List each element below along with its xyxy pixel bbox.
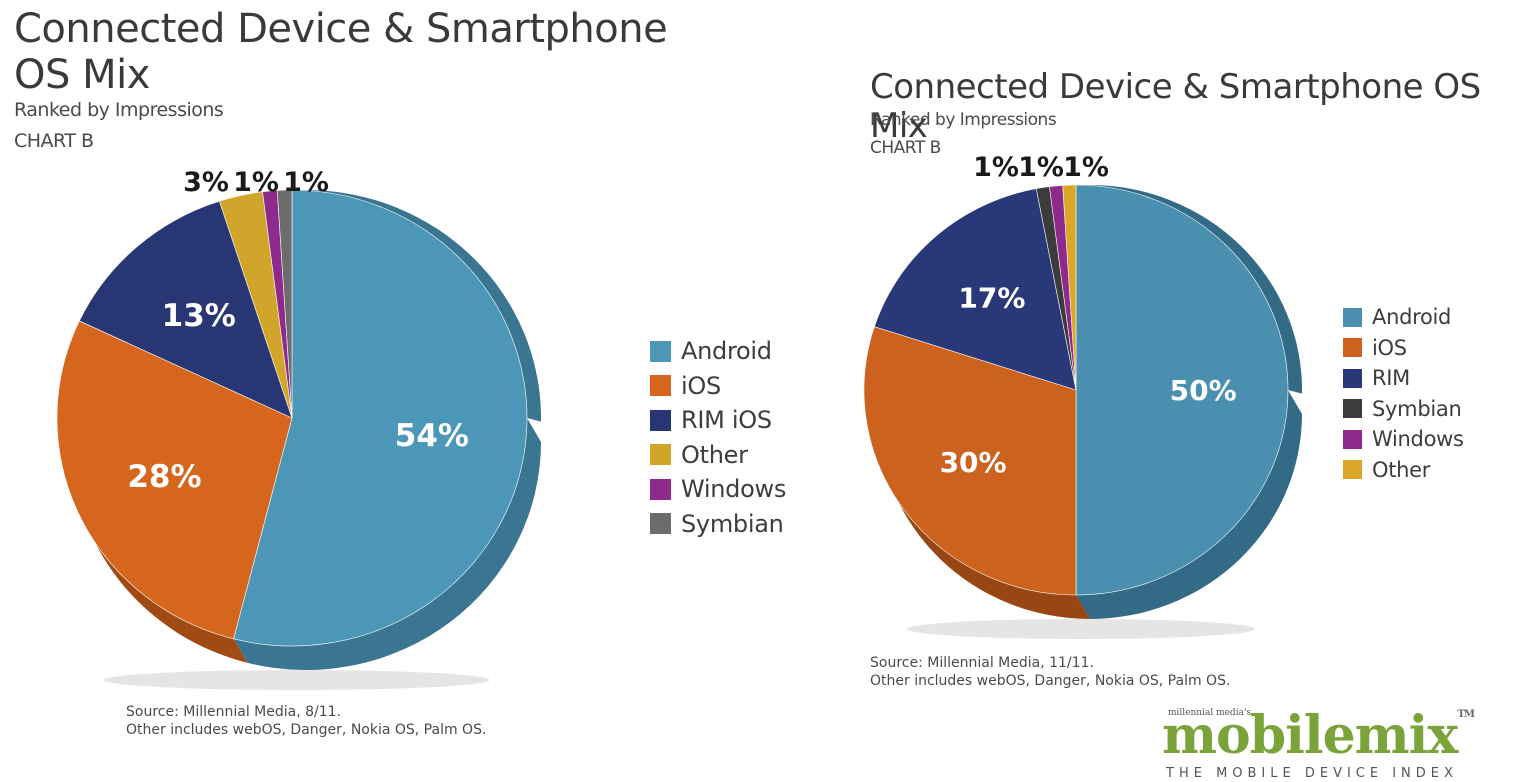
data-label-rim-ios-left: 13% bbox=[162, 298, 236, 334]
mobilemix-logo: millennial media's mobilemixTM THE MOBIL… bbox=[1162, 706, 1522, 782]
legend-item-other-left: Other bbox=[650, 438, 786, 473]
legend-label-rim-right: RIM bbox=[1372, 366, 1411, 391]
pie-shadow-right bbox=[907, 619, 1255, 639]
legend-item-symbian-left: Symbian bbox=[650, 507, 786, 542]
legend-label-windows-right: Windows bbox=[1372, 427, 1464, 452]
logo-tagline: THE MOBILE DEVICE INDEX bbox=[1166, 766, 1458, 781]
legend-swatch-symbian-right bbox=[1343, 399, 1362, 419]
pie-slice-windows-right bbox=[1049, 185, 1077, 391]
pie-side-android-left bbox=[233, 418, 542, 671]
data-label-other-right: 1% bbox=[1063, 152, 1109, 183]
source-line-left: Source: Millennial Media, 8/11. bbox=[126, 704, 342, 720]
pie-side-ios-right bbox=[864, 390, 1090, 619]
legend-item-symbian-right: Symbian bbox=[1343, 394, 1464, 425]
pie-edge-android-right bbox=[1076, 185, 1303, 394]
legend-swatch-rim-right bbox=[1343, 368, 1362, 388]
legend-item-android-right: Android bbox=[1343, 302, 1464, 333]
legend-swatch-android-left bbox=[650, 340, 671, 362]
logo-wordmark: mobilemixTM bbox=[1162, 709, 1475, 762]
logo-tm: TM bbox=[1457, 709, 1474, 720]
legend-swatch-android-right bbox=[1343, 307, 1362, 327]
chart-panel-left: Connected Device & Smartphone OS Mix Ran… bbox=[14, 6, 786, 739]
pie-side-ios-left bbox=[57, 418, 248, 663]
legend-label-ios-left: iOS bbox=[681, 371, 721, 400]
chart-title-right: Connected Device & Smartphone OS Mix bbox=[870, 67, 1536, 147]
pie-slice-android-left bbox=[233, 189, 528, 647]
legend-item-windows-right: Windows bbox=[1343, 424, 1464, 455]
source-note-right: Source: Millennial Media, 11/11. Other i… bbox=[870, 655, 1230, 690]
legend-item-rim-right: RIM bbox=[1343, 363, 1464, 394]
legend-label-other-right: Other bbox=[1372, 457, 1431, 482]
pie-slice-rim-ios-left bbox=[78, 200, 293, 419]
data-label-android-right: 50% bbox=[1170, 374, 1237, 407]
data-label-ios-right: 30% bbox=[940, 446, 1007, 479]
other-note-right: Other includes webOS, Danger, Nokia OS, … bbox=[870, 672, 1231, 689]
legend-swatch-windows-right bbox=[1343, 429, 1362, 449]
legend-swatch-ios-right bbox=[1343, 338, 1362, 358]
pie-slice-android-right bbox=[1075, 184, 1289, 596]
chart-label-left: CHART B bbox=[14, 130, 94, 152]
legend-item-ios-left: iOS bbox=[650, 369, 786, 404]
legend-swatch-rim-ios-left bbox=[650, 409, 671, 431]
pie-side-android-right bbox=[1076, 390, 1302, 619]
pie-slice-rim-right bbox=[873, 188, 1077, 391]
legend-swatch-other-left bbox=[650, 444, 671, 466]
legend-label-symbian-left: Symbian bbox=[681, 509, 784, 538]
source-note-left: Source: Millennial Media, 8/11. Other in… bbox=[126, 704, 486, 739]
legend-swatch-other-right bbox=[1343, 460, 1362, 480]
other-note-left: Other includes webOS, Danger, Nokia OS, … bbox=[126, 721, 487, 738]
legend-label-symbian-right: Symbian bbox=[1372, 396, 1462, 421]
legend-left: Android iOS RIM iOS Other Windows Symbian bbox=[650, 334, 786, 541]
chart-label-right: CHART B bbox=[870, 138, 941, 158]
data-label-android-left: 54% bbox=[395, 418, 469, 454]
chart-subtitle-right: Ranked by Impressions bbox=[870, 110, 1057, 130]
chart-title-left: Connected Device & Smartphone OS Mix bbox=[14, 6, 668, 98]
pie-shadow-left bbox=[104, 670, 490, 690]
legend-swatch-ios-left bbox=[650, 375, 671, 397]
legend-right: Android iOS RIM Symbian Windows Other bbox=[1343, 302, 1464, 485]
legend-item-other-right: Other bbox=[1343, 455, 1464, 486]
logo-small-text: millennial media's bbox=[1168, 708, 1252, 718]
legend-label-rim-ios-left: RIM iOS bbox=[681, 406, 772, 435]
chart-subtitle-left: Ranked by Impressions bbox=[14, 99, 224, 121]
chart-title-left-line1: Connected Device & Smartphone bbox=[14, 6, 668, 52]
legend-swatch-windows-left bbox=[650, 478, 671, 500]
data-label-rim-right: 17% bbox=[958, 282, 1025, 315]
legend-item-rim-ios-left: RIM iOS bbox=[650, 403, 786, 438]
legend-label-windows-left: Windows bbox=[681, 475, 787, 504]
logo-main-text: mobilemix bbox=[1162, 705, 1458, 766]
pie-slice-symbian-right bbox=[1035, 186, 1077, 391]
data-label-symbian-right: 1% bbox=[973, 152, 1019, 183]
legend-label-android-right: Android bbox=[1372, 305, 1452, 330]
pie-chart-left: 54%28%13%3% 1% 1% bbox=[56, 167, 542, 690]
legend-label-ios-right: iOS bbox=[1372, 335, 1407, 360]
data-label-ios-left: 28% bbox=[127, 459, 201, 495]
chart-title-right-line1: Connected Device & Smartphone OS Mix bbox=[870, 67, 1481, 147]
pie-slice-other-right bbox=[1062, 184, 1077, 391]
legend-item-windows-left: Windows bbox=[650, 472, 786, 507]
legend-label-android-left: Android bbox=[681, 337, 772, 366]
data-label-other-left: 3% bbox=[183, 167, 229, 198]
data-label-windows-right: 1% bbox=[1018, 152, 1064, 183]
data-label-windows-left: 1% bbox=[233, 167, 279, 198]
pie-slice-symbian-left bbox=[276, 189, 293, 419]
legend-swatch-symbian-left bbox=[650, 513, 671, 535]
chart-title-left-line2: OS Mix bbox=[14, 52, 150, 98]
pie-slice-ios-right bbox=[863, 326, 1077, 596]
data-label-symbian-left: 1% bbox=[283, 167, 329, 198]
legend-item-ios-right: iOS bbox=[1343, 333, 1464, 364]
pie-slice-ios-left bbox=[56, 320, 293, 640]
legend-label-other-left: Other bbox=[681, 440, 748, 469]
legend-item-android-left: Android bbox=[650, 334, 786, 369]
source-line-right: Source: Millennial Media, 11/11. bbox=[870, 655, 1094, 671]
